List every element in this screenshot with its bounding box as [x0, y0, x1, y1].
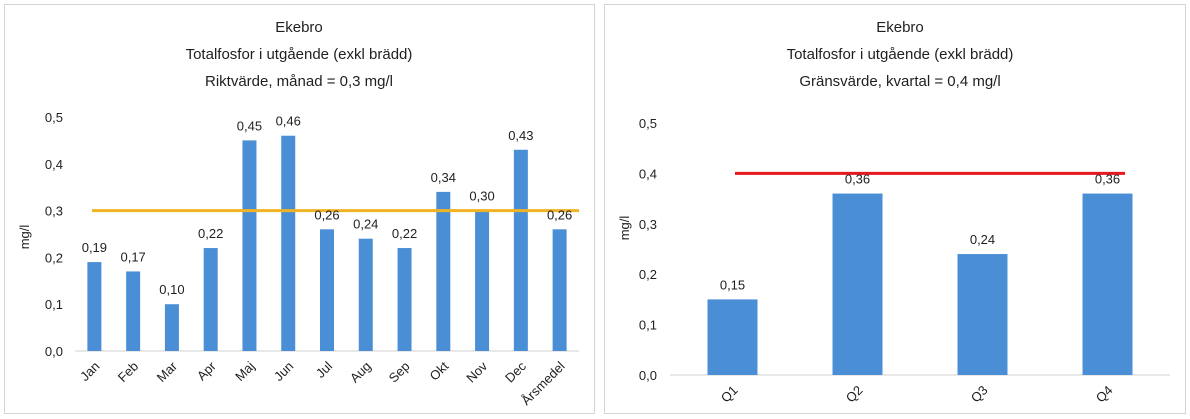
bar-maj	[242, 140, 257, 351]
bar-aug	[358, 238, 373, 351]
x-tick-label: Sep	[386, 359, 413, 386]
chart-panel-monthly: Ekebro Totalfosfor i utgående (exkl bräd…	[4, 4, 595, 414]
bar-årsmedel	[552, 229, 567, 351]
x-tick-label: Maj	[232, 358, 257, 383]
y-tick-label: 0,3	[639, 217, 657, 232]
y-axis-label: mg/l	[17, 225, 32, 250]
y-tick-label: 0,0	[639, 368, 657, 383]
bar-nov	[475, 210, 490, 351]
x-tick-label: Dec	[502, 358, 529, 385]
bar-jun	[281, 135, 296, 351]
data-label: 0,36	[845, 172, 870, 187]
data-label: 0,17	[120, 249, 145, 264]
data-label: 0,36	[1095, 172, 1120, 187]
bar-sep	[397, 248, 412, 351]
y-tick-label: 0,4	[45, 157, 63, 172]
x-tick-label: Apr	[194, 358, 219, 383]
data-label: 0,26	[314, 207, 339, 222]
chart-title-line-3: Gränsvärde, kvartal = 0,4 mg/l	[799, 73, 1000, 90]
y-tick-label: 0,2	[45, 250, 63, 265]
chart-panel-quarterly: Ekebro Totalfosfor i utgående (exkl bräd…	[604, 4, 1186, 414]
y-tick-label: 0,3	[45, 204, 63, 219]
bar-q4	[1082, 193, 1133, 375]
x-tick-label: Jul	[313, 358, 335, 380]
monthly-chart-svg: Ekebro Totalfosfor i utgående (exkl bräd…	[17, 19, 579, 408]
x-tick-label: Mar	[154, 358, 181, 385]
bar-dec	[513, 149, 528, 351]
y-tick-label: 0,1	[639, 318, 657, 333]
x-tick-label: Q2	[843, 383, 866, 406]
y-tick-label: 0,5	[45, 110, 63, 125]
x-tick-label: Q1	[718, 383, 741, 406]
x-tick-label: Jan	[77, 359, 102, 384]
x-tick-label: Feb	[115, 359, 141, 385]
bar-jan	[87, 262, 102, 351]
chart-title-line-1: Ekebro	[876, 19, 924, 36]
x-tick-label: Q4	[1093, 383, 1116, 406]
x-tick-label: Q3	[968, 383, 991, 406]
data-label: 0,43	[508, 128, 533, 143]
chart-title-line-2: Totalfosfor i utgående (exkl brädd)	[787, 46, 1014, 63]
x-tick-label: Nov	[463, 358, 490, 385]
chart-title-line-2: Totalfosfor i utgående (exkl brädd)	[186, 46, 413, 63]
y-tick-label: 0,1	[45, 297, 63, 312]
y-tick-label: 0,5	[639, 116, 657, 131]
quarterly-plot-area: 0,0 0,1 0,2 0,3 0,4 0,5 0,15 0,36 0,24 0,36 Q1 Q2 Q3…	[639, 116, 1170, 405]
bar-q3	[957, 254, 1008, 375]
bar-okt	[436, 191, 451, 351]
chart-title-line-1: Ekebro	[275, 19, 323, 36]
data-label: 0,15	[720, 277, 745, 292]
data-label: 0,45	[237, 118, 262, 133]
data-label: 0,24	[970, 232, 995, 247]
y-axis-label: mg/l	[617, 216, 632, 241]
data-label: 0,46	[276, 114, 301, 129]
data-label: 0,19	[82, 240, 107, 255]
bar-apr	[203, 248, 218, 351]
data-label: 0,26	[547, 207, 572, 222]
data-label: 0,22	[392, 226, 417, 241]
monthly-plot-area: 0,0 0,1 0,2 0,3 0,4 0,5 0,19 0,17 0,10 0,22 0,45 0,…	[45, 110, 579, 408]
x-tick-label: Okt	[427, 358, 452, 383]
x-tick-label: Aug	[347, 359, 374, 386]
bar-q2	[832, 193, 883, 375]
data-label: 0,22	[198, 226, 223, 241]
bar-mar	[164, 304, 179, 351]
bar-q1	[707, 299, 758, 375]
data-label: 0,30	[469, 189, 494, 204]
bar-jul	[320, 229, 334, 351]
bar-feb	[126, 271, 141, 351]
data-label: 0,34	[431, 170, 456, 185]
chart-title-line-3: Riktvärde, månad = 0,3 mg/l	[205, 73, 393, 90]
x-tick-label: Jun	[271, 359, 296, 384]
data-label: 0,10	[159, 282, 184, 297]
data-label: 0,24	[353, 217, 378, 232]
y-tick-label: 0,0	[45, 344, 63, 359]
quarterly-chart-svg: Ekebro Totalfosfor i utgående (exkl bräd…	[617, 19, 1170, 405]
y-tick-label: 0,2	[639, 267, 657, 282]
y-tick-label: 0,4	[639, 166, 657, 181]
